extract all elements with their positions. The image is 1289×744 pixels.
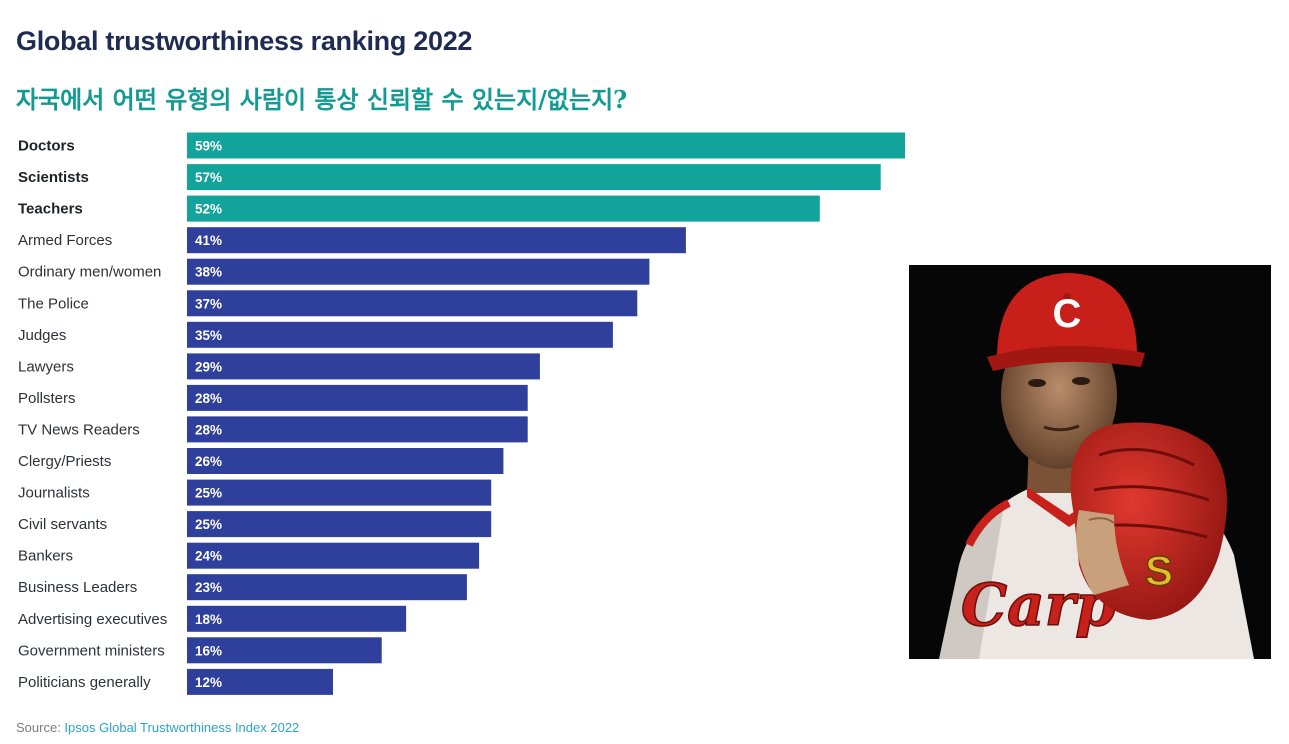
bar-armed-forces bbox=[187, 227, 686, 254]
value-label: 23% bbox=[195, 580, 222, 595]
value-label: 38% bbox=[195, 265, 222, 280]
value-label: 26% bbox=[195, 454, 222, 469]
bar-the-police bbox=[187, 290, 638, 317]
value-label: 57% bbox=[195, 170, 222, 185]
bar-civil-servants bbox=[187, 511, 492, 538]
bar-doctors bbox=[187, 132, 905, 159]
source-note: Source: Ipsos Global Trustworthiness Ind… bbox=[16, 720, 299, 735]
value-label: 28% bbox=[195, 391, 222, 406]
source-link[interactable]: Ipsos Global Trustworthiness Index 2022 bbox=[64, 720, 300, 735]
category-label: Teachers bbox=[18, 201, 83, 218]
value-label: 41% bbox=[195, 233, 222, 248]
value-label: 59% bbox=[195, 139, 222, 154]
bar-lawyers bbox=[187, 353, 540, 380]
bar-pollsters bbox=[187, 384, 528, 411]
bar-scientists bbox=[187, 164, 881, 191]
category-label: Advertising executives bbox=[18, 611, 167, 628]
category-label: Politicians generally bbox=[18, 674, 151, 691]
cap-logo-text: C bbox=[1053, 292, 1082, 336]
bar-journalists bbox=[187, 479, 492, 506]
category-label: Clergy/Priests bbox=[18, 453, 111, 470]
category-label: The Police bbox=[18, 295, 89, 312]
value-label: 35% bbox=[195, 328, 222, 343]
value-label: 52% bbox=[195, 202, 222, 217]
value-label: 25% bbox=[195, 517, 222, 532]
bar-politicians-generally bbox=[187, 668, 333, 695]
value-label: 12% bbox=[195, 675, 222, 690]
bar-tv-news-readers bbox=[187, 416, 528, 443]
value-label: 37% bbox=[195, 296, 222, 311]
value-label: 29% bbox=[195, 359, 222, 374]
value-label: 28% bbox=[195, 422, 222, 437]
category-label: TV News Readers bbox=[18, 421, 140, 438]
category-label: Journalists bbox=[18, 485, 90, 502]
bar-clergy-priests bbox=[187, 448, 504, 474]
chart-subtitle: 자국에서 어떤 유형의 사람이 통상 신뢰할 수 있는지/없는지? bbox=[16, 85, 628, 114]
bar-government-ministers bbox=[187, 637, 382, 664]
bar-business-leaders bbox=[187, 574, 467, 601]
value-label: 25% bbox=[195, 486, 222, 501]
glove-logo-text: S bbox=[1145, 547, 1173, 594]
category-label: Doctors bbox=[18, 138, 75, 155]
category-label: Armed Forces bbox=[18, 232, 112, 249]
category-label: Business Leaders bbox=[18, 579, 137, 596]
bar-teachers bbox=[187, 195, 820, 222]
bar-bankers bbox=[187, 542, 480, 569]
category-label: Scientists bbox=[18, 169, 89, 186]
bar-advertising-executives bbox=[187, 605, 407, 632]
category-label: Pollsters bbox=[18, 390, 76, 407]
value-label: 16% bbox=[195, 643, 222, 658]
category-label: Bankers bbox=[18, 548, 73, 565]
category-label: Government ministers bbox=[18, 642, 165, 659]
category-label: Ordinary men/women bbox=[18, 264, 161, 281]
value-label: 18% bbox=[195, 612, 222, 627]
category-label: Lawyers bbox=[18, 358, 74, 375]
source-prefix: Source: bbox=[16, 720, 65, 735]
category-label: Judges bbox=[18, 327, 66, 344]
chart-title: Global trustworthiness ranking 2022 bbox=[16, 26, 473, 56]
bar-chart: Doctors 59% Scientists 57% Teachers 52% Armed … bbox=[18, 132, 905, 695]
pitcher-photo: C Carp S bbox=[909, 265, 1271, 659]
category-label: Civil servants bbox=[18, 516, 107, 533]
bar-judges bbox=[187, 321, 613, 348]
bar-ordinary-men-women bbox=[187, 258, 650, 285]
value-label: 24% bbox=[195, 549, 222, 564]
